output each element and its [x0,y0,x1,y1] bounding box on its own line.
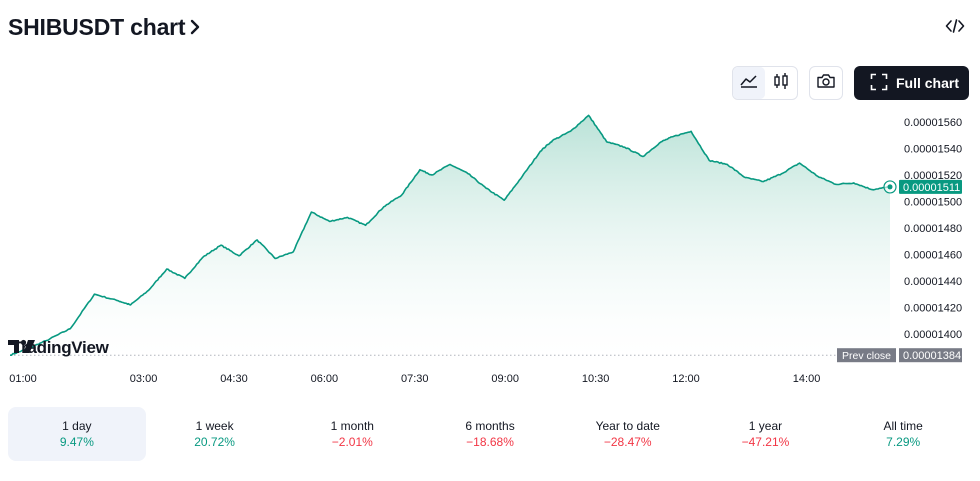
area-style-button[interactable] [733,67,765,99]
period-tab-1-week[interactable]: 1 week 20.72% [146,407,284,461]
camera-icon [816,73,836,94]
embed-code-button[interactable] [942,16,968,40]
code-embed-icon [945,18,965,39]
chart-title-link[interactable]: SHIBUSDT chart [8,14,201,41]
price-chart-svg: 0.00001560 0.00001540 0.00001520 0.00001500… [9,114,962,385]
chart-header: SHIBUSDT chart [8,12,972,46]
y-tick-label: 0.00001500 [904,197,962,209]
prev-close-value-badge [899,348,962,363]
prev-close-label: Prev close [842,350,891,362]
y-tick-label: 0.00001480 [904,223,962,235]
period-label: 1 month [330,419,374,433]
price-area-fill [10,115,890,357]
x-tick-label: 03:00 [130,373,158,385]
period-tab-6-months[interactable]: 6 months −18.68% [421,407,559,461]
candle-style-button[interactable] [765,67,797,99]
tradingview-watermark[interactable]: TradingView [8,338,109,358]
price-chart[interactable]: 0.00001560 0.00001540 0.00001520 0.00001500… [0,108,980,390]
y-tick-label: 0.00001420 [904,303,962,315]
snapshot-button[interactable] [809,66,843,100]
period-change: −18.68% [466,435,514,449]
period-tab-all-time[interactable]: All time 7.29% [834,407,972,461]
y-tick-label: 0.00001560 [904,117,962,129]
period-tab-1-month[interactable]: 1 month −2.01% [283,407,421,461]
fullscreen-icon [870,73,896,94]
chevron-right-icon [189,14,201,41]
x-tick-label: 06:00 [311,373,339,385]
period-label: Year to date [595,419,660,433]
x-tick-label: 04:30 [220,373,248,385]
period-change: 7.29% [886,435,921,449]
period-label: All time [883,419,923,433]
full-chart-label: Full chart [896,75,960,91]
chart-toolbar: Full chart [0,66,980,100]
x-tick-label: 10:30 [582,373,610,385]
full-chart-button[interactable]: Full chart [854,66,969,100]
last-price-badge [899,179,962,194]
period-change: −28.47% [603,435,652,449]
period-label: 1 year [748,419,783,433]
candlestick-icon [772,72,790,95]
prev-close-value: 0.00001384 [903,350,961,362]
chart-style-switcher [732,66,798,100]
y-tick-label: 0.00001460 [904,250,962,262]
last-price-label: 0.00001511 [903,182,960,194]
period-selector: 1 day 9.47% 1 week 20.72% 1 month −2.01% 6 mon… [8,407,972,461]
watermark-text: TradingView [12,338,109,357]
period-change: −47.21% [741,435,790,449]
prev-close-tag [837,348,896,363]
y-tick-label: 0.00001540 [904,144,962,156]
period-label: 6 months [465,419,515,433]
y-tick-label: 0.00001440 [904,276,962,288]
area-chart-icon [739,73,759,94]
period-tab-1-day[interactable]: 1 day 9.47% [8,407,146,461]
period-change: 20.72% [194,435,235,449]
price-line [10,114,890,356]
last-price-dot [887,184,893,190]
chart-title: SHIBUSDT chart [8,14,186,40]
x-tick-label: 09:00 [491,373,519,385]
y-tick-label: 0.00001400 [904,329,962,341]
period-change: 9.47% [59,435,94,449]
x-tick-label: 14:00 [793,373,821,385]
period-label: 1 day [62,419,92,433]
x-tick-label: 12:00 [672,373,700,385]
period-tab-year-to-date[interactable]: Year to date −28.47% [559,407,697,461]
period-change: −2.01% [331,435,373,449]
period-label: 1 week [195,419,234,433]
x-tick-label: 01:00 [9,373,37,385]
y-tick-label: 0.00001520 [904,170,962,182]
x-tick-label: 07:30 [401,373,429,385]
period-tab-1-year[interactable]: 1 year −47.21% [697,407,835,461]
